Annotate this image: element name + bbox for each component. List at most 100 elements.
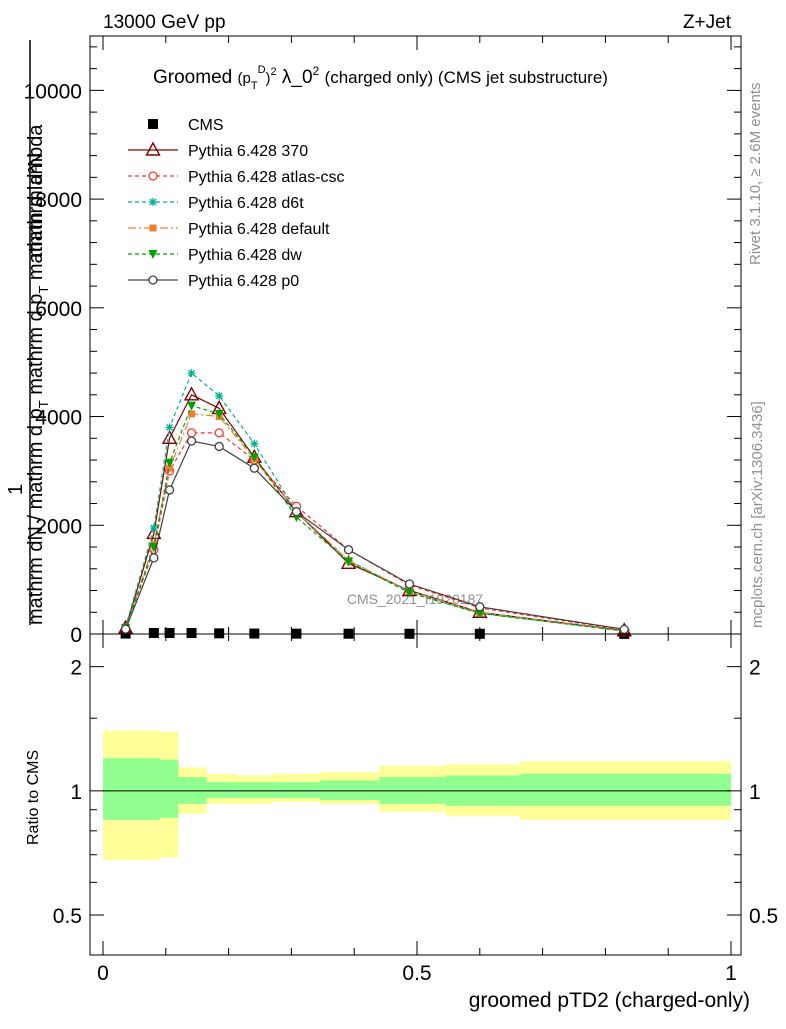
y-tick-label: 8000: [35, 189, 82, 212]
x-axis-label: groomed pTD2 (charged-only): [469, 989, 750, 1012]
legend-marker: [148, 250, 158, 259]
rivet-label: Rivet 3.1.10, ≥ 2.6M events: [747, 83, 764, 266]
data-point: [165, 458, 175, 468]
ratio-stat-band-bin: [520, 773, 731, 806]
legend-label: Pythia 6.428 dw: [188, 247, 302, 264]
data-point: [404, 588, 414, 598]
legend-label: Pythia 6.428 default: [188, 221, 330, 238]
series-pythia-6-428-p0: [120, 436, 629, 635]
legend: CMS Pythia 6.428 370 Pythia 6.428 atlas-cs…: [128, 117, 345, 290]
plot-title: Groomed (pTD)2 λ_02 (charged only) (CMS …: [153, 64, 608, 92]
data-point: [187, 401, 197, 411]
legend-marker: [149, 198, 157, 206]
ratio-y-axis-label: Ratio to CMS: [25, 750, 42, 845]
main-axis-ticks: 0 2000 4000 6000 8000 10000: [24, 36, 741, 647]
x-tick-label: 0: [97, 962, 109, 985]
legend-label: Pythia 6.428 370: [188, 143, 308, 160]
ratio-stat-band-bin: [234, 782, 273, 799]
legend-item: Pythia 6.428 atlas-csc: [128, 169, 345, 186]
ratio-y-tick-label: 1: [70, 781, 82, 804]
ratio-stat-band-bin: [272, 782, 320, 799]
data-point: [148, 628, 159, 639]
legend-label: Pythia 6.428 p0: [188, 273, 299, 290]
energy-label: 13000 GeV pp: [103, 12, 226, 33]
ratio-stat-band-bin: [206, 782, 235, 799]
legend-label: Pythia 6.428 d6t: [188, 195, 304, 212]
ratio-stat-band-bin: [159, 759, 179, 818]
legend-marker: [148, 275, 158, 285]
main-series-layer: [117, 369, 632, 639]
legend-item: Pythia 6.428 dw: [128, 247, 302, 264]
legend-item: CMS: [148, 117, 224, 134]
data-point: [161, 429, 178, 444]
data-point: [164, 485, 175, 495]
series-line: [125, 432, 625, 631]
ratio-y-tick-label-right: 0.5: [749, 905, 778, 928]
star-stroke: [188, 369, 196, 377]
data-point: [404, 579, 415, 589]
data-point: [186, 428, 197, 438]
data-point: [165, 423, 174, 432]
data-point: [183, 386, 200, 401]
data-point: [214, 441, 224, 452]
star-stroke: [150, 524, 158, 532]
data-point: [166, 464, 174, 472]
ratio-y-tick-label: 2: [70, 657, 82, 680]
ylabel-one: 1: [5, 484, 27, 495]
data-point: [214, 409, 224, 419]
star-stroke: [166, 423, 174, 431]
data-point: [214, 628, 225, 639]
series-cms: [120, 628, 630, 639]
data-point: [291, 507, 302, 517]
data-point: [250, 439, 259, 448]
y-tick-label: 10000: [24, 80, 82, 103]
legend-marker: [149, 224, 157, 232]
legend-label: Pythia 6.428 atlas-csc: [188, 169, 345, 186]
data-point: [187, 369, 196, 378]
ratio-y-tick-label: 0.5: [53, 905, 82, 928]
legend-item: Pythia 6.428 d6t: [128, 195, 304, 212]
data-point: [249, 453, 259, 463]
data-point: [475, 602, 485, 612]
data-point: [215, 391, 224, 400]
legend-item: Pythia 6.428 370: [128, 141, 308, 160]
data-point: [120, 624, 131, 634]
ratio-bands-layer: [103, 730, 731, 860]
legend-marker: [148, 119, 158, 129]
legend-label: CMS: [188, 117, 224, 134]
y-tick-label: 4000: [35, 407, 82, 430]
data-point: [475, 609, 485, 619]
mcplots-label: mcplots.cern.ch [arXiv:1306.3436]: [749, 401, 766, 628]
ratio-axis-ticks: 0.5 0.5 1 1 2 2 0 0.5 1: [53, 634, 778, 985]
data-point: [149, 553, 159, 563]
data-point: [186, 436, 197, 446]
y-tick-label: 6000: [35, 298, 82, 321]
legend-item: Pythia 6.428 default: [128, 221, 330, 238]
x-tick-label: 1: [725, 962, 737, 985]
star-stroke: [215, 392, 223, 400]
ratio-stat-band-bin: [103, 758, 160, 820]
star-stroke: [250, 440, 258, 448]
data-point: [188, 410, 196, 418]
legend-marker: [145, 141, 161, 156]
main-y-axis-label: 1 mathrm d²N mathrm dN / mathrm d pT mat…: [5, 40, 51, 625]
data-point: [249, 463, 259, 473]
legend-item: Pythia 6.428 p0: [128, 273, 299, 290]
legend-marker: [148, 171, 158, 181]
ratio-stat-band-bin: [319, 780, 380, 801]
data-point: [149, 543, 159, 553]
data-point: [164, 628, 175, 639]
process-label: Z+Jet: [683, 12, 732, 33]
y-tick-label: 2000: [35, 515, 82, 538]
ratio-y-tick-label-right: 1: [749, 781, 761, 804]
y-tick-label: 0: [70, 624, 82, 647]
x-tick-label: 0.5: [402, 962, 431, 985]
data-point: [343, 545, 354, 555]
data-point: [186, 628, 197, 639]
star-stroke: [149, 198, 157, 206]
data-point: [344, 557, 354, 567]
ratio-y-tick-label-right: 2: [749, 657, 761, 680]
data-point: [619, 624, 629, 635]
data-point: [149, 523, 158, 532]
